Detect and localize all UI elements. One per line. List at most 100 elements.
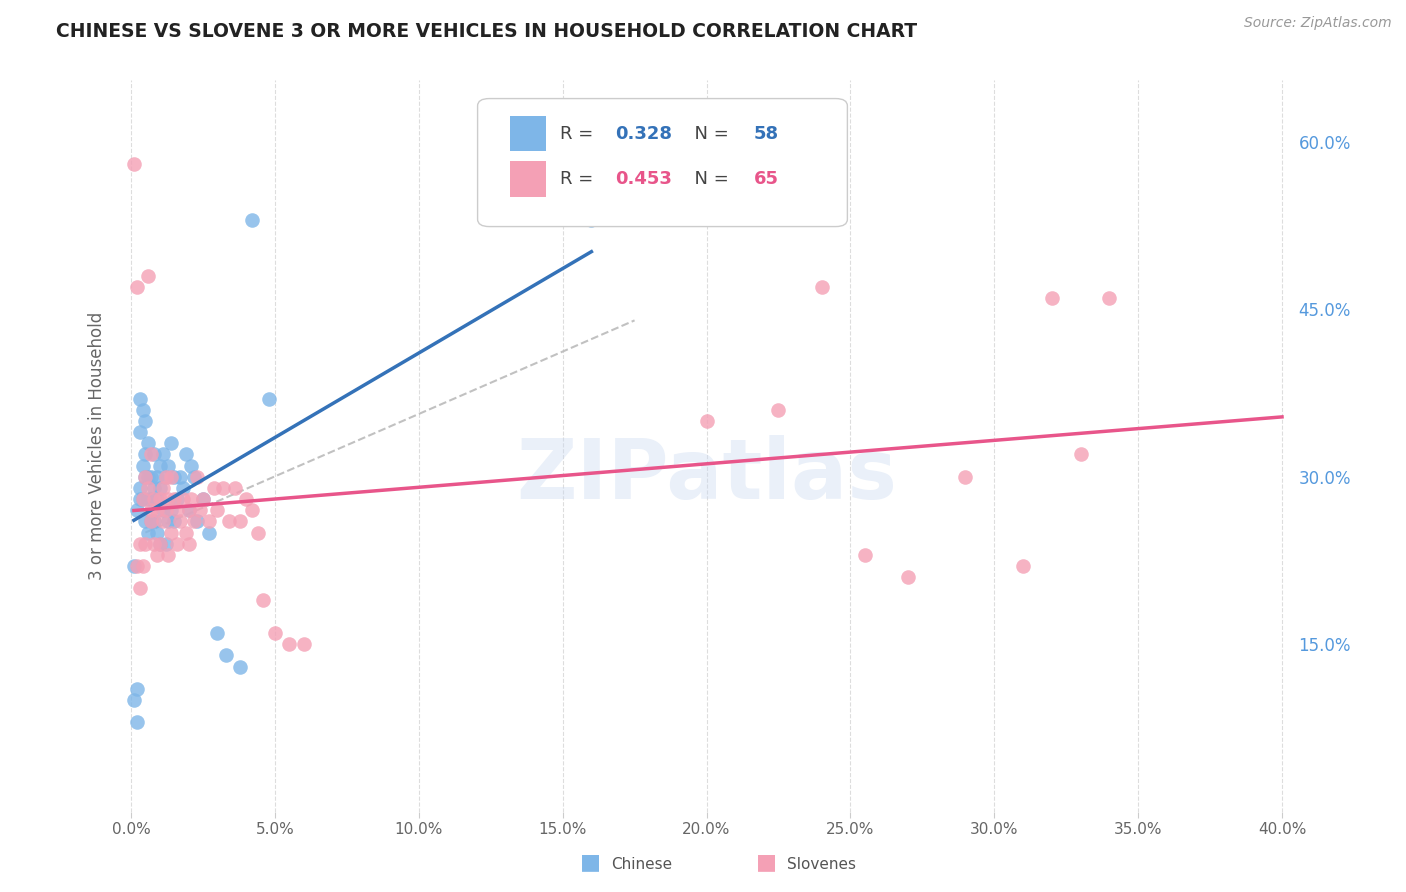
Point <box>163 491 186 506</box>
Text: CHINESE VS SLOVENE 3 OR MORE VEHICLES IN HOUSEHOLD CORRELATION CHART: CHINESE VS SLOVENE 3 OR MORE VEHICLES IN… <box>56 22 917 41</box>
Point <box>1040 291 1063 305</box>
Point <box>207 503 229 517</box>
Point <box>143 481 166 495</box>
Point <box>155 503 177 517</box>
Text: Source: ZipAtlas.com: Source: ZipAtlas.com <box>1244 16 1392 30</box>
Point <box>292 637 315 651</box>
Point <box>229 659 252 673</box>
Point <box>177 503 200 517</box>
Point <box>122 693 145 707</box>
Point <box>177 537 200 551</box>
Point <box>174 525 197 540</box>
Point <box>581 212 603 227</box>
Text: N =: N = <box>683 125 734 143</box>
Point <box>1070 447 1092 461</box>
Point <box>143 491 166 506</box>
Point <box>122 157 145 171</box>
Point <box>157 515 180 529</box>
Point <box>143 515 166 529</box>
Point <box>152 515 174 529</box>
Point <box>160 525 183 540</box>
Text: R =: R = <box>560 125 599 143</box>
Point <box>149 537 172 551</box>
Point <box>229 515 252 529</box>
Point <box>146 469 169 483</box>
Point <box>125 280 148 294</box>
Point <box>174 447 197 461</box>
Point <box>163 515 186 529</box>
Point <box>128 392 150 406</box>
Point <box>810 280 832 294</box>
Point <box>141 503 163 517</box>
Point <box>172 481 194 495</box>
Point <box>125 715 148 730</box>
Point <box>146 491 169 506</box>
Point <box>128 425 150 439</box>
Point <box>136 268 159 283</box>
Point <box>204 481 226 495</box>
Point <box>149 458 172 473</box>
Point <box>166 491 188 506</box>
Point <box>897 570 920 584</box>
Point <box>166 503 188 517</box>
Y-axis label: 3 or more Vehicles in Household: 3 or more Vehicles in Household <box>87 312 105 580</box>
Point <box>240 503 263 517</box>
Point <box>246 525 269 540</box>
Point <box>122 559 145 574</box>
Point <box>134 447 156 461</box>
Point <box>183 469 205 483</box>
Point <box>136 481 159 495</box>
Point <box>157 458 180 473</box>
Point <box>180 458 202 473</box>
Point <box>166 537 188 551</box>
Point <box>131 491 153 506</box>
Point <box>146 525 169 540</box>
Point <box>128 491 150 506</box>
Point <box>278 637 301 651</box>
Point <box>768 402 790 417</box>
Point <box>141 491 163 506</box>
Point <box>160 469 183 483</box>
Point <box>149 481 172 495</box>
Point <box>128 582 150 596</box>
Point <box>141 469 163 483</box>
Text: 0.453: 0.453 <box>614 170 672 188</box>
Point <box>191 491 214 506</box>
Point <box>134 469 156 483</box>
Text: 65: 65 <box>754 170 779 188</box>
Point <box>125 503 148 517</box>
Text: 0.328: 0.328 <box>614 125 672 143</box>
Point <box>131 491 153 506</box>
Point <box>152 481 174 495</box>
Point <box>215 648 238 663</box>
Text: ■: ■ <box>581 853 600 872</box>
Point <box>853 548 876 562</box>
Point <box>235 491 257 506</box>
Point <box>146 503 169 517</box>
Point <box>180 491 202 506</box>
Text: Chinese: Chinese <box>612 857 672 872</box>
Point <box>197 525 219 540</box>
Point <box>191 491 214 506</box>
Point <box>696 414 718 428</box>
Point <box>155 469 177 483</box>
Point <box>134 469 156 483</box>
Point <box>183 515 205 529</box>
Point <box>224 481 246 495</box>
Point <box>125 681 148 696</box>
Point <box>136 469 159 483</box>
Text: N =: N = <box>683 170 734 188</box>
Point <box>141 515 163 529</box>
Point <box>163 469 186 483</box>
Point <box>172 491 194 506</box>
Bar <box>510 161 546 196</box>
Point <box>134 537 156 551</box>
Point <box>149 491 172 506</box>
Point <box>152 447 174 461</box>
Point <box>131 458 153 473</box>
Point <box>1098 291 1121 305</box>
Point <box>143 447 166 461</box>
Point <box>136 525 159 540</box>
Point <box>146 548 169 562</box>
Point <box>160 436 183 450</box>
